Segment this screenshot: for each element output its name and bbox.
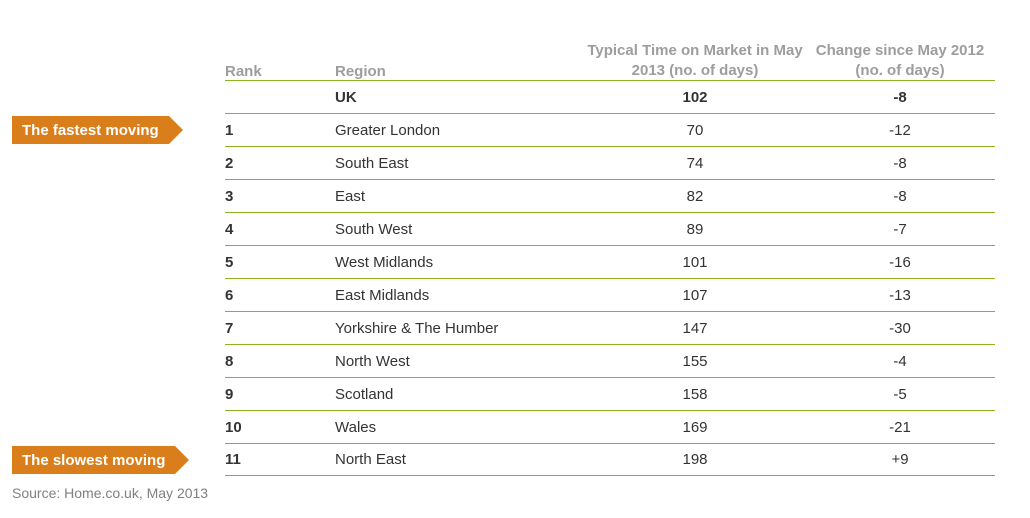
cell-time: 82: [585, 188, 805, 205]
table-row: UK102-8: [225, 80, 995, 113]
cell-rank: 1: [225, 122, 335, 139]
table-row: 10Wales169-21: [225, 410, 995, 443]
cell-time: 107: [585, 287, 805, 304]
cell-region: Greater London: [335, 122, 585, 139]
cell-region: North East: [335, 451, 585, 468]
cell-rank: 7: [225, 320, 335, 337]
cell-change: -5: [805, 386, 995, 403]
cell-change: -13: [805, 287, 995, 304]
cell-rank: 6: [225, 287, 335, 304]
cell-change: -16: [805, 254, 995, 271]
cell-region: Wales: [335, 419, 585, 436]
cell-time: 89: [585, 221, 805, 238]
col-header-time: Typical Time on Market in May 2013 (no. …: [585, 41, 805, 80]
tag-slowest-label: The slowest moving: [22, 452, 165, 469]
cell-rank: 5: [225, 254, 335, 271]
table-row: 6East Midlands107-13: [225, 278, 995, 311]
col-header-change: Change since May 2012 (no. of days): [805, 41, 995, 80]
table-row: 4South West89-7: [225, 212, 995, 245]
cell-time: 102: [585, 89, 805, 106]
cell-change: -8: [805, 155, 995, 172]
table-row: 2South East74-8: [225, 146, 995, 179]
cell-region: UK: [335, 89, 585, 106]
table-row: 1Greater London70-12: [225, 113, 995, 146]
table-header-row: Rank Region Typical Time on Market in Ma…: [225, 10, 995, 80]
cell-rank: 8: [225, 353, 335, 370]
table-body: UK102-81Greater London70-122South East74…: [225, 80, 995, 476]
table-row: 5West Midlands101-16: [225, 245, 995, 278]
col-header-region: Region: [335, 63, 585, 80]
cell-change: -8: [805, 89, 995, 106]
tag-slowest: The slowest moving: [12, 446, 175, 474]
table-row: 7Yorkshire & The Humber147-30: [225, 311, 995, 344]
cell-rank: 3: [225, 188, 335, 205]
cell-change: +9: [805, 451, 995, 468]
table-row: 9Scotland158-5: [225, 377, 995, 410]
cell-change: -12: [805, 122, 995, 139]
cell-region: East: [335, 188, 585, 205]
tag-fastest-label: The fastest moving: [22, 122, 159, 139]
cell-region: South West: [335, 221, 585, 238]
cell-rank: 4: [225, 221, 335, 238]
regions-table: Rank Region Typical Time on Market in Ma…: [225, 10, 995, 476]
cell-rank: 11: [225, 451, 335, 468]
cell-change: -21: [805, 419, 995, 436]
cell-time: 169: [585, 419, 805, 436]
cell-time: 158: [585, 386, 805, 403]
cell-change: -4: [805, 353, 995, 370]
cell-region: Scotland: [335, 386, 585, 403]
cell-rank: 10: [225, 419, 335, 436]
source-text: Source: Home.co.uk, May 2013: [12, 485, 208, 501]
cell-region: North West: [335, 353, 585, 370]
cell-time: 155: [585, 353, 805, 370]
cell-time: 198: [585, 451, 805, 468]
cell-change: -30: [805, 320, 995, 337]
cell-region: East Midlands: [335, 287, 585, 304]
cell-change: -7: [805, 221, 995, 238]
table-row: 3East82-8: [225, 179, 995, 212]
cell-rank: 2: [225, 155, 335, 172]
cell-time: 147: [585, 320, 805, 337]
cell-region: West Midlands: [335, 254, 585, 271]
table-row: 8North West155-4: [225, 344, 995, 377]
table-row: 11North East198+9: [225, 443, 995, 476]
cell-time: 70: [585, 122, 805, 139]
cell-region: Yorkshire & The Humber: [335, 320, 585, 337]
cell-rank: 9: [225, 386, 335, 403]
cell-change: -8: [805, 188, 995, 205]
col-header-rank: Rank: [225, 63, 335, 80]
tag-fastest: The fastest moving: [12, 116, 169, 144]
cell-time: 74: [585, 155, 805, 172]
cell-region: South East: [335, 155, 585, 172]
cell-time: 101: [585, 254, 805, 271]
